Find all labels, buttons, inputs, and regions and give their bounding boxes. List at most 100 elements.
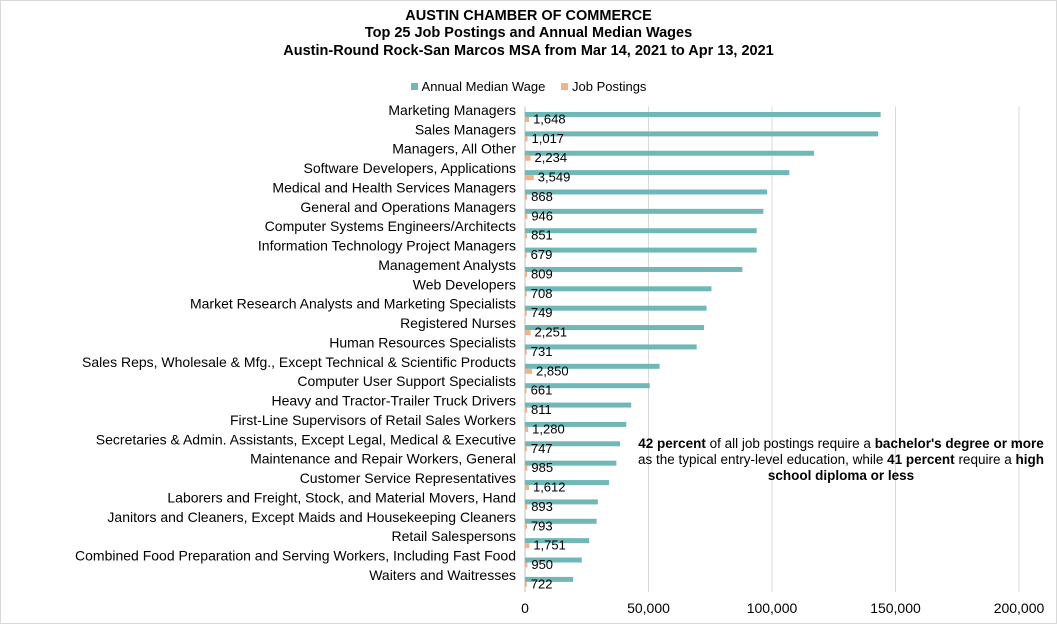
category-label: Marketing Managers bbox=[388, 102, 516, 118]
job-postings-data-label: 731 bbox=[531, 344, 553, 359]
bar-annual-median-wage bbox=[525, 344, 697, 350]
category-label: Combined Food Preparation and Serving Wo… bbox=[75, 548, 516, 564]
job-postings-data-label: 1,648 bbox=[533, 112, 566, 127]
job-postings-data-label: 985 bbox=[531, 460, 553, 475]
category-label: Information Technology Project Managers bbox=[258, 238, 516, 254]
bar-job-postings bbox=[525, 291, 527, 297]
category-label: Web Developers bbox=[413, 276, 516, 292]
bar-annual-median-wage bbox=[525, 402, 632, 408]
bar-job-postings bbox=[525, 562, 528, 568]
job-postings-data-label: 1,280 bbox=[532, 421, 565, 436]
bar-annual-median-wage bbox=[525, 538, 590, 544]
bar-job-postings bbox=[525, 271, 527, 277]
category-label: Retail Salespersons bbox=[391, 528, 516, 544]
category-label: Managers, All Other bbox=[392, 141, 516, 157]
category-label: Maintenance and Repair Workers, General bbox=[250, 451, 516, 467]
bar-job-postings bbox=[525, 136, 528, 142]
bar-annual-median-wage bbox=[525, 460, 617, 466]
bar-job-postings bbox=[525, 465, 528, 471]
job-postings-data-label: 722 bbox=[531, 576, 553, 591]
job-postings-data-label: 1,612 bbox=[533, 480, 566, 495]
bar-job-postings bbox=[525, 175, 534, 181]
category-label: General and Operations Managers bbox=[300, 199, 516, 215]
bar-annual-median-wage bbox=[525, 557, 582, 563]
bar-annual-median-wage bbox=[525, 286, 712, 292]
job-postings-data-label: 1,017 bbox=[532, 131, 565, 146]
legend: Annual Median Wage Job Postings bbox=[0, 79, 1057, 94]
x-tick-label: 150,000 bbox=[870, 600, 921, 616]
x-tick-label: 50,000 bbox=[627, 600, 670, 616]
category-label: Heavy and Tractor-Trailer Truck Drivers bbox=[271, 393, 516, 409]
legend-swatch-wage bbox=[410, 83, 418, 91]
job-postings-data-label: 2,850 bbox=[536, 363, 569, 378]
bar-job-postings bbox=[525, 485, 529, 491]
bar-job-postings bbox=[525, 426, 529, 432]
bar-job-postings bbox=[525, 330, 531, 336]
annotation-part: 41 percent bbox=[887, 452, 955, 467]
bar-job-postings bbox=[525, 504, 528, 510]
annotation-note: 42 percent of all job postings require a… bbox=[632, 436, 1050, 484]
bar-annual-median-wage bbox=[525, 383, 650, 389]
x-tick-label: 200,000 bbox=[994, 600, 1045, 616]
job-postings-data-label: 661 bbox=[531, 383, 553, 398]
job-postings-data-label: 809 bbox=[531, 266, 553, 281]
category-label: Secretaries & Admin. Assistants, Except … bbox=[96, 431, 516, 447]
bar-job-postings bbox=[525, 407, 528, 413]
annotation-part: high school diploma or less bbox=[767, 452, 1044, 483]
bar-job-postings bbox=[525, 155, 531, 161]
annotation-part: of all job postings require a bbox=[705, 436, 875, 451]
bar-annual-median-wage bbox=[525, 112, 881, 117]
legend-label-postings: Job Postings bbox=[572, 79, 647, 94]
category-label: Software Developers, Applications bbox=[304, 160, 516, 176]
annotation-part: as the typical entry-level education, wh… bbox=[638, 452, 888, 467]
bar-annual-median-wage bbox=[525, 131, 879, 137]
bar-job-postings bbox=[525, 213, 528, 219]
legend-item-wage: Annual Median Wage bbox=[410, 79, 545, 94]
category-label: Customer Service Representatives bbox=[300, 470, 516, 486]
bar-annual-median-wage bbox=[525, 247, 757, 253]
job-postings-data-label: 893 bbox=[531, 499, 553, 514]
bar-annual-median-wage bbox=[525, 208, 764, 214]
job-postings-data-label: 851 bbox=[531, 228, 553, 243]
bar-annual-median-wage bbox=[525, 421, 627, 427]
bar-job-postings bbox=[525, 581, 527, 587]
bar-job-postings bbox=[525, 543, 530, 549]
job-postings-data-label: 747 bbox=[531, 441, 553, 456]
bar-job-postings bbox=[525, 252, 527, 258]
bar-job-postings bbox=[525, 523, 527, 529]
bar-job-postings bbox=[525, 388, 527, 394]
bar-annual-median-wage bbox=[525, 325, 705, 331]
bar-annual-median-wage bbox=[525, 363, 660, 369]
legend-item-postings: Job Postings bbox=[561, 79, 646, 94]
category-label: Registered Nurses bbox=[400, 315, 516, 331]
bar-job-postings bbox=[525, 194, 528, 200]
job-postings-data-label: 811 bbox=[531, 402, 552, 417]
category-label: Sales Reps, Wholesale & Mfg., Except Tec… bbox=[82, 354, 516, 370]
job-postings-data-label: 708 bbox=[531, 286, 553, 301]
category-label: Janitors and Cleaners, Except Maids and … bbox=[107, 509, 516, 525]
bar-annual-median-wage bbox=[525, 150, 814, 156]
job-postings-data-label: 3,549 bbox=[538, 170, 571, 185]
bar-annual-median-wage bbox=[525, 170, 790, 176]
job-postings-data-label: 1,751 bbox=[533, 538, 566, 553]
bar-job-postings bbox=[525, 446, 527, 452]
job-postings-data-label: 946 bbox=[531, 208, 553, 223]
category-label: Management Analysts bbox=[378, 257, 516, 273]
category-label: Human Resources Specialists bbox=[329, 334, 516, 350]
category-label: Waiters and Waitresses bbox=[369, 567, 516, 583]
x-tick-label: 100,000 bbox=[747, 600, 798, 616]
job-postings-data-label: 793 bbox=[531, 518, 553, 533]
category-label: Computer User Support Specialists bbox=[297, 373, 516, 389]
bar-job-postings bbox=[525, 349, 527, 355]
annotation-part: 42 percent bbox=[638, 436, 706, 451]
x-tick-label: 0 bbox=[521, 600, 529, 616]
bar-annual-median-wage bbox=[525, 305, 707, 311]
bar-annual-median-wage bbox=[525, 189, 768, 195]
bar-annual-median-wage bbox=[525, 266, 743, 272]
bar-annual-median-wage bbox=[525, 480, 609, 486]
category-label: Computer Systems Engineers/Architects bbox=[265, 218, 516, 234]
job-postings-data-label: 679 bbox=[531, 247, 553, 262]
bar-job-postings bbox=[525, 117, 530, 122]
